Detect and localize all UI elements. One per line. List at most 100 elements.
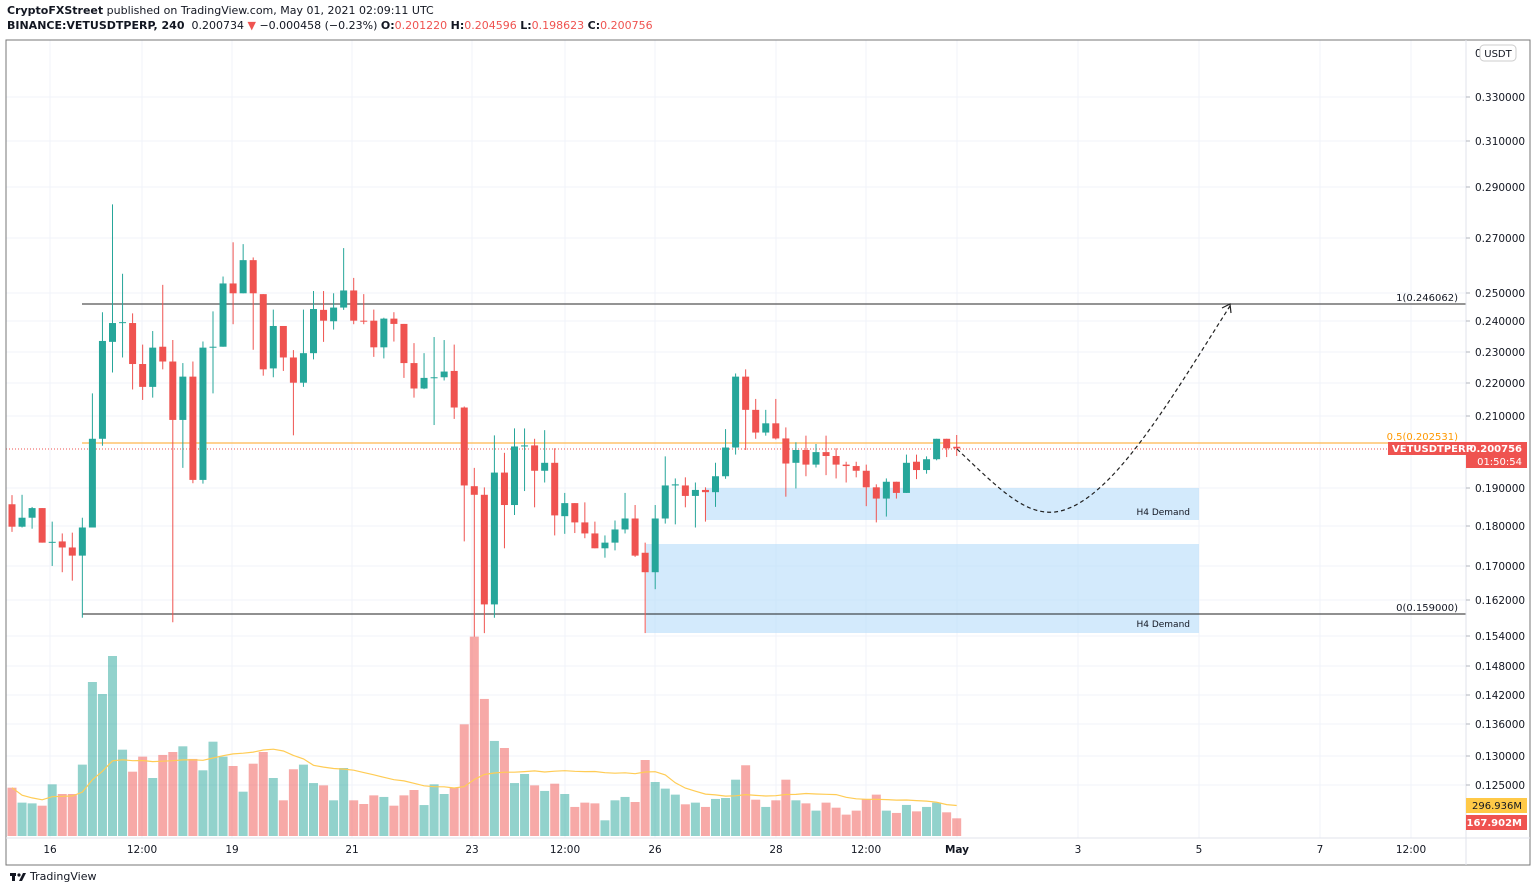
candle-body[interactable] [490,472,498,605]
candle-body[interactable] [129,323,137,365]
candle-body[interactable] [149,347,157,387]
candle-body[interactable] [561,503,569,517]
candle-body[interactable] [310,309,317,354]
candle-body[interactable] [450,370,458,408]
candle-body[interactable] [641,552,649,573]
candle-body[interactable] [601,542,609,549]
candle-body[interactable] [872,487,880,499]
candle-body[interactable] [480,494,488,605]
candle-body[interactable] [299,353,307,383]
candle-body[interactable] [742,376,750,410]
candle-body[interactable] [269,325,277,369]
candle-body[interactable] [752,409,760,433]
candle-body[interactable] [732,376,740,448]
candle-body[interactable] [661,485,669,519]
candle-body[interactable] [380,318,388,348]
candle-body[interactable] [440,371,448,378]
candle-body[interactable] [531,445,539,471]
candle-body[interactable] [370,320,378,348]
candle-body[interactable] [109,323,116,342]
candle-body[interactable] [350,290,358,321]
candle-body[interactable] [199,347,207,480]
candle-body[interactable] [209,346,217,348]
candle-body[interactable] [923,459,931,471]
candle-body[interactable] [842,464,850,467]
candle-body[interactable] [430,377,438,379]
time-axis[interactable]: 16 12:00 19 21 23 12:00 26 28 12:00 May 3 5 7 12:00 [43,844,1426,856]
candle-body[interactable] [551,462,559,516]
candle-body[interactable] [88,438,96,528]
candle-body[interactable] [159,346,167,362]
candle-body[interactable] [862,470,870,488]
candle-body[interactable] [953,446,961,449]
candle-body[interactable] [18,517,26,527]
candle-body[interactable] [762,423,770,433]
candle-body[interactable] [249,260,257,294]
candle-body[interactable] [511,446,518,506]
candle-body[interactable] [38,508,46,543]
candle-body[interactable] [500,472,508,506]
candle-body[interactable] [712,476,719,493]
demand-zone-2[interactable] [646,544,1199,633]
candle-body[interactable] [410,363,418,389]
candle-body[interactable] [169,361,177,420]
candle-body[interactable] [340,290,348,308]
candle-body[interactable] [239,260,247,294]
projection-path[interactable] [956,305,1231,513]
candle-body[interactable] [852,466,860,471]
candle-body[interactable] [882,481,890,499]
candle-body[interactable] [772,423,780,439]
candle-body[interactable] [812,452,820,465]
candle-body[interactable] [289,357,297,383]
candle-body[interactable] [671,484,679,486]
candle-body[interactable] [621,518,629,530]
candle-body[interactable] [78,527,86,556]
candle-body[interactable] [28,508,36,518]
candle-body[interactable] [631,518,639,556]
candle-body[interactable] [219,283,227,347]
candle-body[interactable] [360,320,368,322]
candle-body[interactable] [913,461,920,471]
candle-body[interactable] [892,481,900,493]
candle-body[interactable] [320,309,328,321]
candle-body[interactable] [48,541,56,543]
demand-zone-1[interactable] [706,488,1199,520]
candle-body[interactable] [902,462,910,493]
candle-body[interactable] [782,438,790,464]
candle-body[interactable] [259,294,267,370]
candle-body[interactable] [802,449,810,465]
candle-body[interactable] [681,485,689,496]
author-name[interactable]: CryptoFXStreet [7,4,104,17]
candle-body[interactable] [179,376,187,420]
candle-body[interactable] [571,503,579,523]
candle-body[interactable] [68,547,76,556]
candle-body[interactable] [943,438,951,449]
candle-body[interactable] [400,323,408,364]
candle-body[interactable] [933,438,941,460]
candle-body[interactable] [832,456,840,465]
candle-body[interactable] [611,529,619,543]
candle-body[interactable] [8,504,16,527]
tradingview-logo[interactable]: TradingView [10,870,96,883]
candle-body[interactable] [460,407,468,486]
candle-body[interactable] [591,533,599,549]
candle-body[interactable] [581,522,589,534]
candle-body[interactable] [390,318,398,324]
candle-body[interactable] [119,322,127,324]
candle-body[interactable] [330,307,338,322]
candle-body[interactable] [229,283,237,294]
candle-body[interactable] [420,377,428,389]
candle-body[interactable] [822,452,830,457]
candle-body[interactable] [58,541,66,548]
candle-body[interactable] [139,364,147,387]
candle-body[interactable] [701,489,709,493]
candle-body[interactable] [792,449,800,463]
currency-badge[interactable] [1479,44,1517,62]
candle-body[interactable] [189,376,197,480]
candle-body[interactable] [691,489,699,496]
candle-body[interactable] [651,518,659,573]
candle-body[interactable] [470,486,478,495]
candle-body[interactable] [722,447,730,477]
candle-body[interactable] [279,325,287,358]
